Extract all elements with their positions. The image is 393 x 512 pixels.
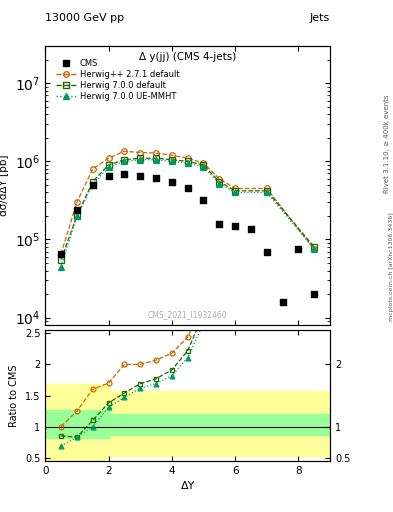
Point — [137, 172, 143, 180]
Point — [295, 245, 301, 253]
Point — [121, 170, 127, 179]
Point — [58, 250, 64, 258]
Y-axis label: dσ/dΔY [pb]: dσ/dΔY [pb] — [0, 155, 9, 217]
Point — [90, 181, 96, 189]
Point — [200, 196, 207, 204]
Text: Jets: Jets — [310, 13, 330, 23]
Point — [169, 178, 175, 186]
Point — [248, 225, 254, 233]
Point — [279, 297, 286, 306]
Point — [153, 174, 159, 182]
Text: CMS_2021_I1932460: CMS_2021_I1932460 — [148, 311, 228, 319]
Point — [74, 206, 80, 214]
Text: Rivet 3.1.10, ≥ 400k events: Rivet 3.1.10, ≥ 400k events — [384, 94, 390, 193]
Point — [105, 172, 112, 180]
Text: 13000 GeV pp: 13000 GeV pp — [45, 13, 124, 23]
Y-axis label: Ratio to CMS: Ratio to CMS — [9, 364, 19, 427]
Point — [185, 184, 191, 193]
Legend: CMS, Herwig++ 2.7.1 default, Herwig 7.0.0 default, Herwig 7.0.0 UE-MMHT: CMS, Herwig++ 2.7.1 default, Herwig 7.0.… — [52, 56, 183, 105]
Point — [216, 220, 222, 228]
Point — [264, 247, 270, 255]
X-axis label: ΔY: ΔY — [180, 481, 195, 491]
Text: mcplots.cern.ch [arXiv:1306.3436]: mcplots.cern.ch [arXiv:1306.3436] — [389, 212, 393, 321]
Text: Δ y(jj) (CMS 4-jets): Δ y(jj) (CMS 4-jets) — [139, 52, 236, 61]
Point — [311, 290, 318, 298]
Point — [232, 222, 238, 230]
